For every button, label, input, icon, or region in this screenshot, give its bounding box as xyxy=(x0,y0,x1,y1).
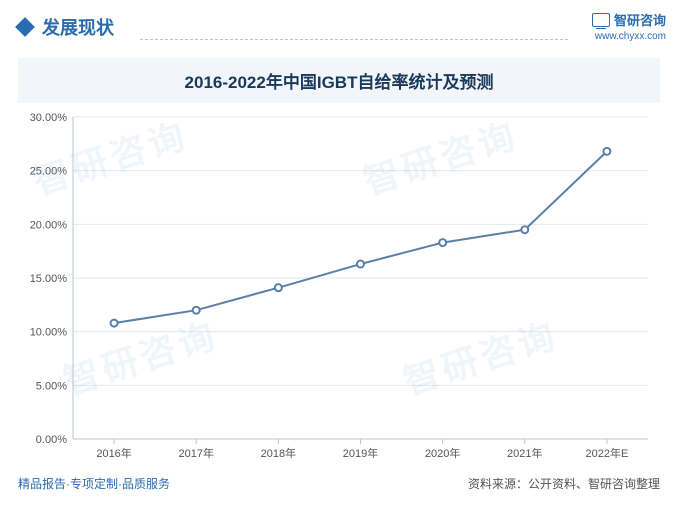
svg-text:30.00%: 30.00% xyxy=(30,112,68,124)
svg-text:2020年: 2020年 xyxy=(425,446,460,460)
diamond-icon xyxy=(15,17,35,37)
svg-text:2022年E: 2022年E xyxy=(586,446,629,460)
svg-text:2018年: 2018年 xyxy=(261,446,296,460)
svg-text:10.00%: 10.00% xyxy=(30,327,68,339)
chart-container: 发展现状 智研咨询 www.chyxx.com 2016-2022年中国IGBT… xyxy=(0,0,678,513)
svg-text:2016年: 2016年 xyxy=(96,446,131,460)
brand-url: www.chyxx.com xyxy=(592,31,666,42)
svg-text:2017年: 2017年 xyxy=(178,446,213,460)
footer-right: 资料来源：公开资料、智研咨询整理 xyxy=(468,475,660,492)
header-title: 发展现状 xyxy=(42,14,114,40)
chart-title-band: 2016-2022年中国IGBT自给率统计及预测 xyxy=(18,58,660,103)
header-dashed-line xyxy=(140,39,568,40)
footer-left: 精品报告·专项定制·品质服务 xyxy=(18,475,170,492)
svg-text:15.00%: 15.00% xyxy=(30,273,68,285)
chart-title: 2016-2022年中国IGBT自给率统计及预测 xyxy=(18,68,660,93)
chart-area: 0.00% 5.00% 10.00% 15.00% 20.00% 25.00% 30.00%… xyxy=(18,109,660,469)
chart-svg: 0.00% 5.00% 10.00% 15.00% 20.00% 25.00% 30.00%… xyxy=(18,109,660,469)
svg-text:2021年: 2021年 xyxy=(507,446,542,460)
svg-text:2019年: 2019年 xyxy=(343,446,378,460)
brand-name: 智研咨询 xyxy=(614,10,666,29)
brand-block: 智研咨询 www.chyxx.com xyxy=(592,10,666,42)
svg-text:25.00%: 25.00% xyxy=(30,166,68,178)
svg-text:0.00%: 0.00% xyxy=(36,434,67,446)
svg-text:5.00%: 5.00% xyxy=(36,380,67,392)
svg-text:20.00%: 20.00% xyxy=(30,219,68,231)
brand-logo-icon xyxy=(592,13,610,27)
footer: 精品报告·专项定制·品质服务 资料来源：公开资料、智研咨询整理 xyxy=(0,469,678,492)
header: 发展现状 xyxy=(0,0,678,48)
